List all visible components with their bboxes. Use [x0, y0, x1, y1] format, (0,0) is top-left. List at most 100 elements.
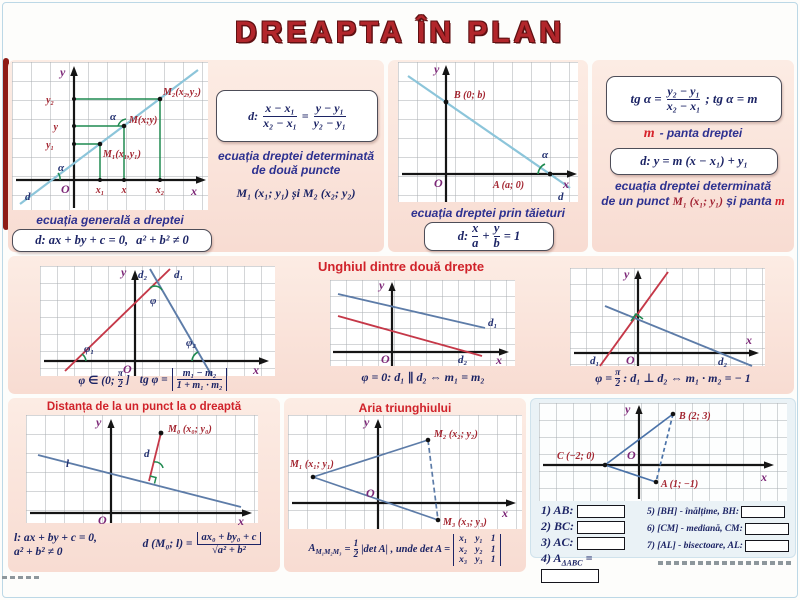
- y-axis-label: y: [94, 415, 102, 429]
- formula-parallel: φ = 0: d₁ ∥ d₂ ⇔ m₁ = m₂: [303, 370, 543, 385]
- denominator: a: [472, 236, 479, 250]
- x-axis-label: x: [760, 470, 767, 484]
- line-d: [407, 75, 571, 189]
- denominator: 2: [615, 378, 621, 390]
- triangle-vertices: [310, 437, 441, 523]
- exercise-item: 6) [CM] - mediană, CM:: [647, 523, 793, 535]
- x-axis-label: x: [495, 353, 502, 367]
- origin-label: O: [627, 448, 636, 462]
- points: [72, 96, 163, 182]
- area-subscript: M₁M₂M₃: [315, 548, 342, 557]
- answer-blank: [745, 540, 790, 552]
- formula-prefix: d:: [248, 108, 259, 123]
- line-d2: [149, 268, 213, 377]
- y-axis-arrow-icon: [131, 270, 139, 280]
- triangle-vertices: [602, 411, 676, 485]
- line-d1: [337, 293, 486, 329]
- denominator: x₂ − x₁: [666, 98, 701, 113]
- origin-label: O: [61, 182, 70, 196]
- y-axis-arrow-icon: [634, 270, 642, 279]
- det-text: |det A| , unde det A =: [361, 544, 451, 556]
- tg-alpha-suffix: ; tg α = m: [705, 91, 758, 106]
- vertex-c-label: C (−2; 0): [557, 451, 595, 462]
- domain-pre: φ ∈ (0;: [78, 374, 115, 387]
- y-axis-label: y: [119, 265, 127, 279]
- denominator: x₂ − x₁: [263, 115, 297, 130]
- formula-general-main: d: ax + by + c = 0,: [35, 233, 129, 247]
- point-m-label: M(x;y): [128, 115, 157, 126]
- phi1-label: φ₁: [84, 343, 94, 355]
- fraction-y: y − y₁ y₂ − y₁: [313, 101, 346, 130]
- answer-blank: [576, 536, 625, 550]
- y-axis-label: y: [362, 415, 370, 429]
- line-d2-label: d₂: [718, 356, 728, 368]
- area-a: A: [308, 543, 316, 555]
- origin-label: O: [98, 513, 107, 527]
- formula-perpendicular: φ = π 2 : d₁ ⊥ d₂ ⇔ m₁ · m₂ = − 1: [553, 368, 793, 390]
- caption-mid: și panta: [726, 193, 772, 208]
- formula-general-equation: d: ax + by + c = 0, a² + b² ≠ 0: [12, 229, 212, 252]
- axes: [292, 423, 509, 529]
- axes: [543, 409, 767, 499]
- x-axis-arrow-icon: [259, 357, 269, 365]
- vertex-m3-label: M₃ (x₃; y₃): [442, 517, 487, 528]
- parallel-text: φ = 0: d₁ ∥ d₂ ⇔ m₁ = m₂: [361, 370, 485, 384]
- y-axis-arrow-icon: [107, 419, 115, 428]
- denominator: y₂ − y₁: [313, 115, 346, 130]
- segment-d-label: d: [144, 448, 150, 460]
- point-b-label: B (0; b): [453, 90, 486, 101]
- point-a-label: A (a; 0): [492, 180, 524, 191]
- alpha-m-label: α: [110, 111, 117, 123]
- sqrt-sign: √: [212, 544, 218, 556]
- exercise-left-column: 1) AB: 2) BC: 3) AC: 4) AΔABC =: [541, 503, 645, 583]
- tg-phi-fraction: m₁ − m₂ 1 + m₁ · m₂: [176, 368, 223, 391]
- distance-section-header: Distanța de la un punct la o dreaptă: [46, 401, 242, 413]
- x-axis-label: x: [237, 514, 244, 528]
- fine-print: [2, 576, 42, 579]
- exercise-item-area: 4) AΔABC =: [541, 551, 645, 583]
- numerator: y − y₁: [315, 101, 344, 116]
- answer-blank: [541, 568, 599, 583]
- graph-triangle-abc: B (2; 3) C (−2; 0) A (1; −1) O x y: [539, 402, 787, 501]
- line-d2-label: d₂: [138, 269, 148, 281]
- denominator: b: [493, 236, 500, 250]
- triangle-sides: [312, 439, 439, 521]
- y-axis-label: y: [377, 278, 385, 292]
- x-axis-arrow-icon: [506, 499, 516, 507]
- x-axis-arrow-icon: [242, 509, 252, 517]
- numerator: m₁ − m₂: [182, 368, 217, 379]
- denominator: √a² + b²: [196, 543, 262, 557]
- distance-prefix: d (M₀; l) =: [142, 538, 193, 551]
- plus-sign: +: [482, 229, 490, 243]
- caption-two-points: ecuația dreptei determinată de două punc…: [208, 149, 384, 178]
- formula-intercepts: d: x a + y b = 1: [424, 221, 554, 251]
- axes: [333, 286, 502, 366]
- point-slope-text: d: y = m (x − x₁) + y₁: [640, 154, 748, 168]
- numerator: x: [472, 221, 479, 236]
- origin-label: O: [123, 362, 132, 376]
- caption-line2: de două puncte: [251, 162, 341, 177]
- y-axis-arrow-icon: [635, 405, 643, 414]
- graph-intercepts: y x O B (0; b) A (a; 0) α d: [398, 62, 578, 203]
- equals-sign: =: [344, 544, 351, 556]
- numerator: π: [117, 368, 123, 379]
- line-d1-label: d₁: [488, 317, 497, 329]
- caption-line1: ecuația dreptei determinată: [217, 149, 375, 163]
- x-axis-label: x: [562, 177, 569, 191]
- formula-two-points: d: x − x₁ x₂ − x₁ = y − y₁ y₂ − y₁: [216, 90, 378, 142]
- formula-slope: tg α = y₂ − y₁ x₂ − x₁ ; tg α = m: [606, 76, 782, 122]
- graph-angle: d₂ d₁ φ φ₁ φ₂ O x y: [40, 265, 275, 377]
- origin-label: O: [381, 352, 390, 366]
- point-m0: [158, 430, 164, 436]
- numerator: 1: [353, 539, 359, 549]
- point-m0-label: M₀ (x₀; y₀): [167, 424, 212, 435]
- equals-sign: =: [301, 108, 309, 123]
- tick-x: x: [121, 185, 127, 196]
- line-d-label: d: [558, 191, 564, 203]
- exercise-item: 3) AC:: [541, 535, 645, 550]
- exercise-item: 1) AB:: [541, 503, 645, 518]
- line-d1: [599, 271, 669, 367]
- panel-slope: tg α = y₂ − y₁ x₂ − x₁ ; tg α = m m - pa…: [592, 60, 794, 252]
- grid-lines: [539, 403, 787, 501]
- caption-line1: ecuația dreptei determinată: [614, 179, 772, 193]
